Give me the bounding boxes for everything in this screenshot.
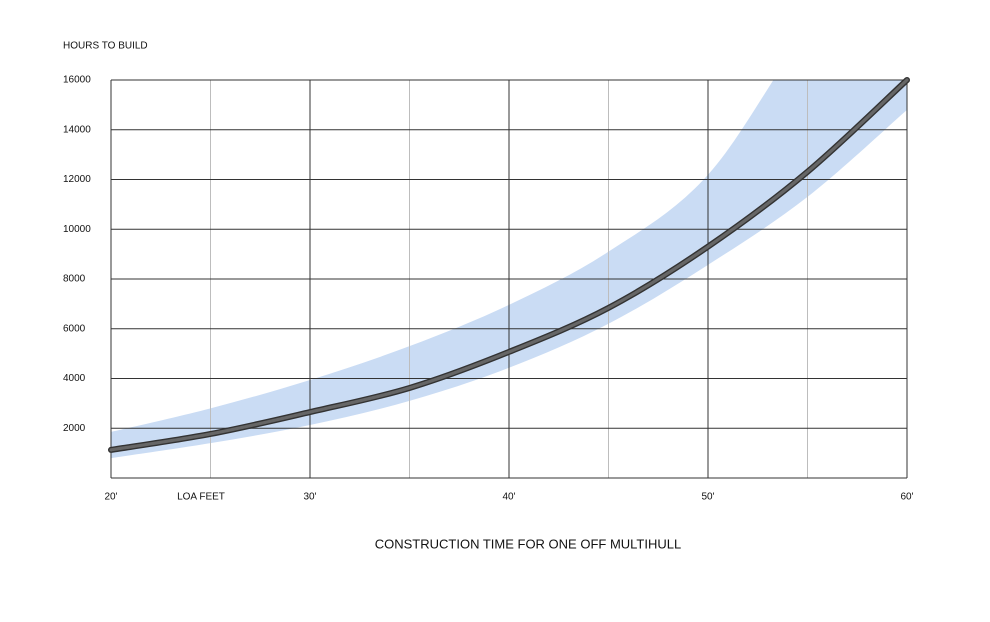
y-tick-label: 6000 xyxy=(63,323,86,334)
y-tick-label: 8000 xyxy=(63,274,86,285)
y-axis-label: HOURS TO BUILD xyxy=(63,41,148,52)
y-tick-label: 2000 xyxy=(63,423,86,434)
y-tick-label: 14000 xyxy=(63,124,91,135)
x-tick-label: 20' xyxy=(104,492,117,503)
curve xyxy=(109,78,909,452)
x-tick-label: 50' xyxy=(701,492,714,503)
chart-title: CONSTRUCTION TIME FOR ONE OFF MULTIHULL xyxy=(375,536,681,551)
x-tick-label: 40' xyxy=(502,492,515,503)
x-tick-label: 30' xyxy=(303,492,316,503)
x-axis-label: LOA FEET xyxy=(177,492,225,503)
plot-area xyxy=(111,80,907,459)
y-tick-label: 16000 xyxy=(63,75,91,86)
y-tick-label: 12000 xyxy=(63,174,91,185)
y-tick-label: 4000 xyxy=(63,373,86,384)
y-tick-label: 10000 xyxy=(63,224,91,235)
range-band xyxy=(111,80,907,459)
x-tick-label: 60' xyxy=(900,492,913,503)
